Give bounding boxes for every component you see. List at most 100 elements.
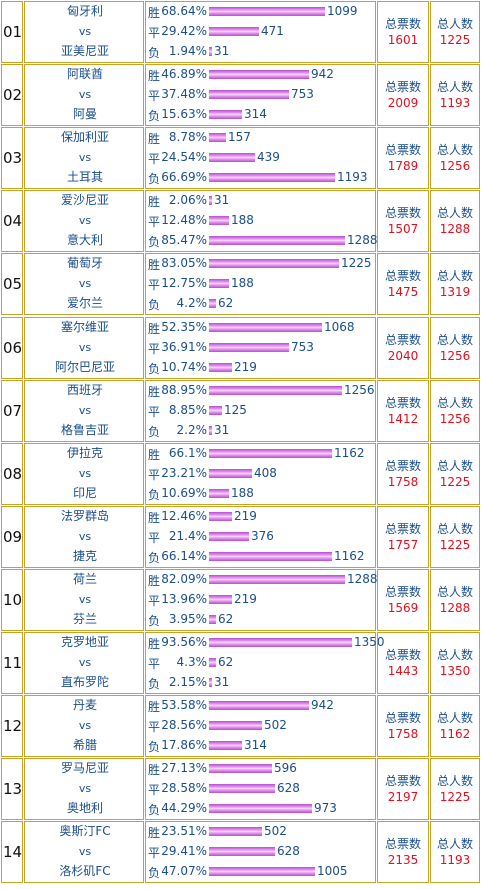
vote-line-lose[interactable]: 负 44.29% 973	[146, 801, 375, 817]
vote-line-draw[interactable]: 平 28.56% 502	[146, 718, 375, 735]
vote-line-draw[interactable]: 平 28.58% 628	[146, 781, 375, 797]
vote-line-draw[interactable]: 平 12.75% 188	[146, 276, 375, 292]
home-team[interactable]: 罗马尼亚	[60, 761, 109, 776]
match-row[interactable]: 06 塞尔维亚 vs 阿尔巴尼亚 胜 52.35% 1068 平 36.91% 753 负 10.74…	[1, 316, 480, 379]
vote-line-draw[interactable]: 平 24.54% 439	[146, 150, 375, 166]
home-team[interactable]: 葡萄牙	[66, 256, 103, 271]
away-team[interactable]: 爱尔兰	[66, 296, 103, 311]
match-row[interactable]: 14 奥斯汀FC vs 洛杉矶FC 胜 23.51% 502 平 29.41% 628 负 47.07…	[1, 821, 480, 884]
vote-line-draw[interactable]: 平 37.48% 753	[146, 87, 375, 103]
match-row[interactable]: 01 匈牙利 vs 亚美尼亚 胜 68.64% 1099 平 29.42% 471 负 1.94% 31…	[1, 1, 480, 64]
vote-line-win[interactable]: 胜 66.1% 1162	[146, 446, 375, 462]
total-votes-cell: 总票数 2197	[377, 758, 429, 821]
vote-line-lose[interactable]: 负 17.86% 314	[146, 738, 375, 754]
total-people-value: 1193	[439, 853, 471, 868]
vote-line-win[interactable]: 胜 82.09% 1288	[146, 572, 378, 588]
match-row[interactable]: 08 伊拉克 vs 印尼 胜 66.1% 1162 平 23.21% 408 负 10.69% 188 总…	[1, 442, 480, 505]
vote-line-lose[interactable]: 负 47.07% 1005	[146, 864, 375, 880]
match-row[interactable]: 02 阿联酋 vs 阿曼 胜 46.89% 942 平 37.48% 753 负 15.63% 314 总…	[1, 64, 480, 127]
away-team[interactable]: 捷克	[72, 548, 97, 563]
vote-line-lose[interactable]: 负 85.47% 1288	[146, 233, 378, 249]
home-team[interactable]: 克罗地亚	[60, 635, 109, 649]
vote-line-lose[interactable]: 负 1.94% 31	[146, 44, 375, 60]
vote-bar	[209, 448, 332, 458]
vote-line-draw[interactable]: 平 21.4% 376	[146, 529, 375, 545]
total-people-label: 总人数	[436, 206, 473, 221]
home-team[interactable]: 西班牙	[66, 382, 103, 397]
vote-line-win[interactable]: 胜 83.05% 1225	[146, 256, 375, 272]
vote-line-win[interactable]: 胜 52.35% 1068	[146, 320, 375, 336]
away-team[interactable]: 洛杉矶FC	[59, 864, 111, 879]
lose-label: 负	[148, 487, 161, 502]
home-team[interactable]: 奥斯汀FC	[59, 824, 111, 839]
total-people-value: 1256	[439, 348, 471, 363]
vote-line-draw[interactable]: 平 12.48% 188	[146, 213, 375, 229]
vote-line-lose[interactable]: 负 3.95% 62	[146, 612, 375, 628]
home-team[interactable]: 荷兰	[72, 571, 97, 586]
vote-percent: 8.78%	[168, 130, 207, 145]
vote-line-draw[interactable]: 平 8.85% 125	[146, 403, 375, 419]
home-team[interactable]: 伊拉克	[66, 445, 103, 460]
vote-line-win[interactable]: 胜 2.06% 31	[146, 193, 375, 209]
match-row[interactable]: 07 西班牙 vs 格鲁吉亚 胜 88.95% 1256 平 8.85% 125 负 2.2% 31 总票…	[1, 379, 480, 442]
away-team[interactable]: 芬兰	[72, 611, 97, 626]
vote-line-win[interactable]: 胜 8.78% 157	[146, 130, 375, 146]
draw-label: 平	[148, 720, 161, 735]
home-team[interactable]: 爱沙尼亚	[60, 193, 109, 208]
vote-line-win[interactable]: 胜 23.51% 502	[146, 824, 375, 840]
match-row[interactable]: 04 爱沙尼亚 vs 意大利 胜 2.06% 31 平 12.48% 188 负 85.47% 1288…	[1, 190, 480, 253]
away-team[interactable]: 阿尔巴尼亚	[54, 359, 115, 374]
vote-count: 502	[264, 824, 287, 839]
vote-line-lose[interactable]: 负 15.63% 314	[146, 107, 375, 123]
match-row[interactable]: 13 罗马尼亚 vs 奥地利 胜 27.13% 596 平 28.58% 628 负 44.29% 97…	[1, 758, 480, 821]
vote-line-draw[interactable]: 平 29.42% 471	[146, 24, 375, 40]
home-team[interactable]: 匈牙利	[66, 4, 103, 18]
away-team[interactable]: 直布罗陀	[60, 675, 109, 689]
vote-line-win[interactable]: 胜 88.95% 1256	[146, 383, 375, 399]
vote-line-draw[interactable]: 平 4.3% 62	[146, 655, 375, 671]
total-votes-cell: 总票数 2135	[377, 821, 429, 884]
vote-line-lose[interactable]: 负 2.2% 31	[146, 423, 375, 439]
vote-line-win[interactable]: 胜 46.89% 942	[146, 67, 375, 83]
vote-line-lose[interactable]: 负 2.15% 31	[146, 675, 375, 691]
vote-line-win[interactable]: 胜 27.13% 596	[146, 761, 375, 777]
away-team[interactable]: 希腊	[72, 738, 97, 753]
vote-line-draw[interactable]: 平 29.41% 628	[146, 844, 375, 861]
away-team[interactable]: 奥地利	[66, 801, 103, 816]
away-team[interactable]: 格鲁吉亚	[60, 422, 109, 437]
vote-line-draw[interactable]: 平 36.91% 753	[146, 340, 375, 356]
vote-bar	[209, 27, 259, 36]
match-row[interactable]: 09 法罗群岛 vs 捷克 胜 12.46% 219 平 21.4% 376 负 66.14% 1162…	[1, 505, 480, 568]
home-team[interactable]: 丹麦	[72, 698, 97, 713]
match-row[interactable]: 11 克罗地亚 vs 直布罗陀 胜 93.56% 1350 平 4.3% 62 负 2.15% 31 总票…	[1, 632, 480, 695]
vote-line-lose[interactable]: 负 66.69% 1193	[146, 170, 375, 186]
vote-line-draw[interactable]: 平 23.21% 408	[146, 466, 375, 482]
match-row[interactable]: 05 葡萄牙 vs 爱尔兰 胜 83.05% 1225 平 12.75% 188 负 4.2% 62 总票…	[1, 253, 480, 316]
match-row[interactable]: 03 保加利亚 vs 土耳其 胜 8.78% 157 平 24.54% 439 负 66.69% 119…	[1, 127, 480, 190]
home-team[interactable]: 阿联酋	[66, 67, 103, 82]
vote-line-lose[interactable]: 负 66.14% 1162	[146, 549, 375, 565]
vote-line-win[interactable]: 胜 12.46% 219	[146, 509, 375, 525]
away-team[interactable]: 意大利	[66, 233, 103, 248]
match-row[interactable]: 10 荷兰 vs 芬兰 胜 82.09% 1288 平 13.96% 219 负 3.95% 62 总票数…	[1, 568, 480, 631]
home-team[interactable]: 塞尔维亚	[60, 319, 109, 334]
vote-line-lose[interactable]: 负 4.2% 62	[146, 296, 375, 312]
total-people-cell: 总人数 1319	[430, 253, 480, 316]
vote-line-win[interactable]: 胜 53.58% 942	[146, 698, 375, 714]
vote-line-lose[interactable]: 负 10.69% 188	[146, 486, 375, 502]
away-team[interactable]: 亚美尼亚	[60, 44, 109, 58]
match-row[interactable]: 12 丹麦 vs 希腊 胜 53.58% 942 平 28.56% 502 负 17.86% 314 总票…	[1, 695, 480, 758]
away-team[interactable]: 土耳其	[66, 170, 103, 185]
home-team[interactable]: 法罗群岛	[60, 508, 109, 523]
vote-line-draw[interactable]: 平 13.96% 219	[146, 592, 375, 608]
vote-line-win[interactable]: 胜 93.56% 1350	[146, 635, 385, 651]
vote-percent: 68.64%	[161, 4, 207, 18]
draw-label: 平	[148, 846, 161, 861]
vote-line-win[interactable]: 胜 68.64% 1099	[146, 4, 375, 20]
vote-bar	[209, 70, 309, 80]
away-team[interactable]: 印尼	[72, 485, 97, 500]
vote-line-lose[interactable]: 负 10.74% 219	[146, 360, 375, 376]
away-team[interactable]: 阿曼	[72, 107, 97, 122]
match-number: 01	[1, 1, 23, 64]
home-team[interactable]: 保加利亚	[60, 130, 109, 145]
